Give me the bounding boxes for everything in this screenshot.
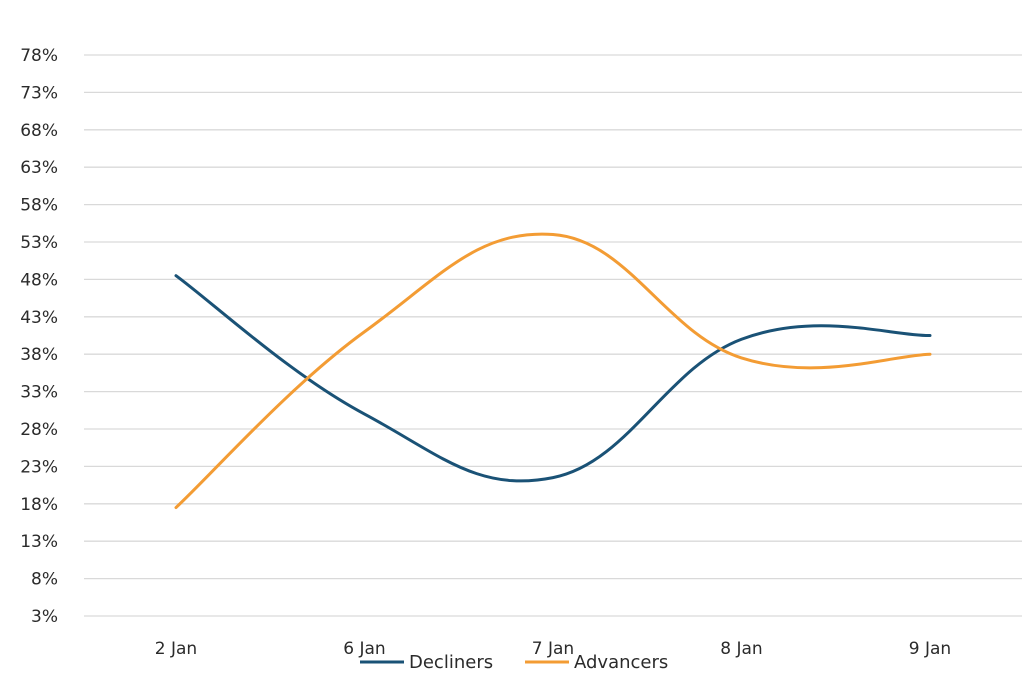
x-tick-label: 6 Jan bbox=[343, 639, 385, 659]
y-tick-label: 78% bbox=[20, 46, 58, 66]
legend: Decliners Advancers bbox=[360, 652, 668, 673]
y-tick-label: 53% bbox=[20, 233, 58, 253]
y-tick-label: 28% bbox=[20, 420, 58, 440]
y-tick-label: 68% bbox=[20, 121, 58, 141]
y-tick-label: 13% bbox=[20, 532, 58, 552]
x-tick-label: 9 Jan bbox=[909, 639, 951, 659]
series-line-advancers bbox=[174, 232, 932, 510]
y-tick-label: 8% bbox=[31, 570, 58, 590]
y-tick-label: 58% bbox=[20, 196, 58, 216]
y-tick-label: 3% bbox=[31, 607, 58, 627]
legend-label: Advancers bbox=[574, 652, 668, 673]
x-axis-tick-labels: 2 Jan 6 Jan 7 Jan 8 Jan 9 Jan bbox=[155, 639, 951, 659]
y-tick-label: 43% bbox=[20, 308, 58, 328]
y-tick-label: 63% bbox=[20, 158, 58, 178]
y-tick-label: 23% bbox=[20, 457, 58, 477]
x-tick-label: 8 Jan bbox=[720, 639, 762, 659]
series-line-decliners bbox=[174, 274, 932, 483]
y-axis-tick-labels: 3% 8% 13% 18% 23% 28% 33% 38% 43% 48% 53% 58% 63% 68%… bbox=[20, 46, 58, 627]
y-tick-label: 38% bbox=[20, 345, 58, 365]
y-tick-label: 33% bbox=[20, 383, 58, 403]
y-tick-label: 48% bbox=[20, 270, 58, 290]
x-tick-label: 2 Jan bbox=[155, 639, 197, 659]
series-lines bbox=[174, 232, 932, 510]
y-tick-label: 18% bbox=[20, 495, 58, 515]
y-tick-label: 73% bbox=[20, 83, 58, 103]
x-tick-label: 7 Jan bbox=[532, 639, 574, 659]
legend-item-advancers: Advancers bbox=[525, 652, 668, 673]
legend-item-decliners: Decliners bbox=[360, 652, 493, 673]
gridlines bbox=[84, 54, 1022, 617]
legend-label: Decliners bbox=[409, 652, 493, 673]
